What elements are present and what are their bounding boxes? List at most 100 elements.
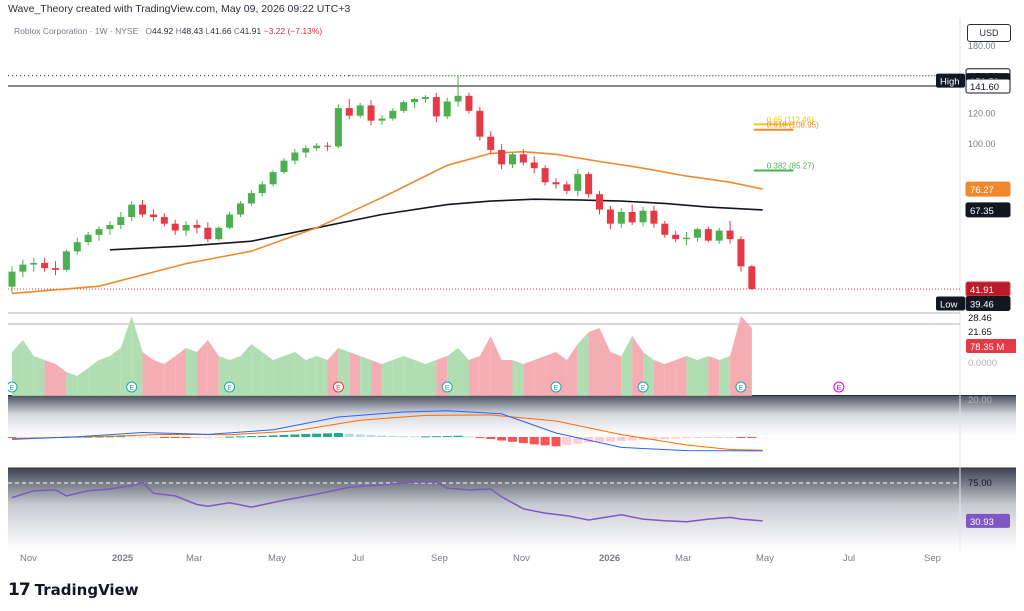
macd-histogram-bar bbox=[660, 437, 670, 440]
price-label-box bbox=[965, 202, 1011, 218]
volume-area-segment bbox=[697, 356, 709, 396]
candle bbox=[160, 213, 168, 227]
price-label-value: 39.46 bbox=[970, 300, 994, 311]
macd-histogram-bar bbox=[377, 435, 387, 437]
candle bbox=[302, 145, 310, 158]
macd-histogram-bar bbox=[747, 437, 757, 438]
candle-body bbox=[552, 182, 560, 185]
ema200-line bbox=[109, 198, 763, 251]
candle bbox=[541, 165, 549, 186]
macd-histogram-bar bbox=[616, 437, 626, 441]
volume-area-segment bbox=[240, 344, 252, 396]
price-axis-label: 67.35 bbox=[965, 202, 1011, 218]
volume-area-segment bbox=[675, 356, 687, 396]
macd-histogram-bar bbox=[714, 437, 724, 438]
candle bbox=[182, 221, 190, 237]
candle-body bbox=[334, 108, 342, 147]
candle-body bbox=[139, 204, 147, 215]
macd-histogram-bar bbox=[518, 437, 528, 444]
earnings-marker-letter: E bbox=[837, 385, 842, 392]
volume-area-segment bbox=[305, 356, 317, 396]
candle-body bbox=[400, 102, 408, 111]
earnings-marker-letter: E bbox=[641, 385, 646, 392]
macd-histogram-bar bbox=[388, 435, 398, 437]
volume-area-segment bbox=[273, 356, 284, 396]
chart-canvas[interactable]: E E E E E E E E E 0.65 (112.46)0.618 (108.95) 0.3… bbox=[6, 18, 1018, 568]
close-label: C bbox=[233, 26, 240, 36]
time-axis-label: Sep bbox=[924, 553, 941, 564]
macd-histogram-bar bbox=[192, 437, 202, 438]
macd-histogram-bar bbox=[703, 437, 713, 438]
candle bbox=[617, 208, 625, 228]
candle bbox=[193, 219, 201, 234]
macd-histogram-bar bbox=[312, 433, 322, 437]
macd-histogram-bar bbox=[605, 437, 615, 442]
candle bbox=[280, 157, 288, 175]
earnings-icon: E bbox=[224, 381, 236, 393]
candle-body bbox=[628, 211, 636, 223]
volume-area-segment bbox=[686, 356, 698, 396]
candle bbox=[552, 178, 560, 189]
volume-axis-value: 28.46 bbox=[968, 313, 992, 324]
time-axis-label: 2026 bbox=[599, 553, 620, 564]
macd-histogram-bar bbox=[355, 434, 365, 437]
candle bbox=[139, 199, 147, 218]
volume-area-segment bbox=[740, 316, 752, 396]
candle-body bbox=[302, 148, 310, 153]
candle bbox=[737, 236, 745, 272]
candle bbox=[8, 266, 16, 293]
macd-histogram-bar bbox=[225, 436, 235, 438]
candle bbox=[411, 97, 419, 109]
candle-body bbox=[606, 209, 614, 224]
candle bbox=[530, 156, 538, 174]
candle bbox=[389, 108, 397, 121]
candle-body bbox=[95, 229, 103, 235]
macd-histogram-bar bbox=[301, 433, 311, 437]
candle-body bbox=[411, 98, 419, 103]
volume-area-segment bbox=[490, 336, 502, 396]
candle-body bbox=[639, 210, 647, 223]
candle-body bbox=[269, 172, 277, 185]
candle bbox=[117, 211, 125, 230]
macd-histogram-bar bbox=[453, 435, 463, 437]
volume-area-segment bbox=[577, 332, 589, 396]
candle bbox=[30, 257, 38, 272]
candle-body bbox=[280, 160, 288, 173]
tradingview-logo[interactable]: 17 TradingView bbox=[8, 579, 139, 601]
macd-signal-line bbox=[11, 414, 763, 451]
candle-body bbox=[324, 145, 332, 147]
candle-body bbox=[117, 217, 125, 226]
earnings-marker-letter: E bbox=[739, 385, 744, 392]
earnings-marker-circle bbox=[550, 381, 562, 393]
candle bbox=[465, 92, 473, 114]
macd-histogram-bar bbox=[725, 437, 735, 438]
symbol-legend: Roblox Corporation · 1W · NYSE O44.92 H4… bbox=[14, 26, 322, 36]
candle-body bbox=[617, 211, 625, 224]
price-axis-tick: 120.00 bbox=[968, 109, 996, 119]
earnings-icon: E bbox=[126, 381, 138, 393]
price-axis-tick: 100.00 bbox=[968, 139, 996, 149]
currency-button[interactable]: USD bbox=[967, 24, 1011, 42]
macd-histogram-bar bbox=[127, 436, 137, 438]
price-label-box bbox=[965, 281, 1011, 297]
volume-area-segment bbox=[653, 360, 665, 396]
macd-axis-tick: 20.00 bbox=[968, 395, 992, 406]
macd-histogram-bar bbox=[235, 436, 245, 438]
macd-histogram-bar bbox=[573, 437, 583, 444]
candle bbox=[334, 104, 342, 149]
macd-histogram-bar bbox=[420, 436, 430, 438]
close-value: 41.91 bbox=[239, 26, 262, 36]
rsi-line bbox=[11, 481, 763, 523]
candle bbox=[84, 231, 92, 246]
macd-histogram-bar bbox=[442, 436, 452, 438]
candle-body bbox=[389, 110, 397, 119]
macd-histogram-bar bbox=[29, 437, 39, 438]
volume-area-segment bbox=[371, 360, 382, 396]
volume-area-segment bbox=[251, 344, 263, 396]
price-label-value: 67.35 bbox=[970, 206, 994, 217]
volume-area-segment bbox=[196, 340, 208, 396]
chart-area[interactable]: E E E E E E E E E 0.65 (112.46) 0.618 (108.95) 0.3… bbox=[6, 18, 1018, 568]
candle-body bbox=[530, 162, 538, 169]
candle bbox=[324, 142, 332, 151]
earnings-marker-circle bbox=[735, 381, 747, 393]
